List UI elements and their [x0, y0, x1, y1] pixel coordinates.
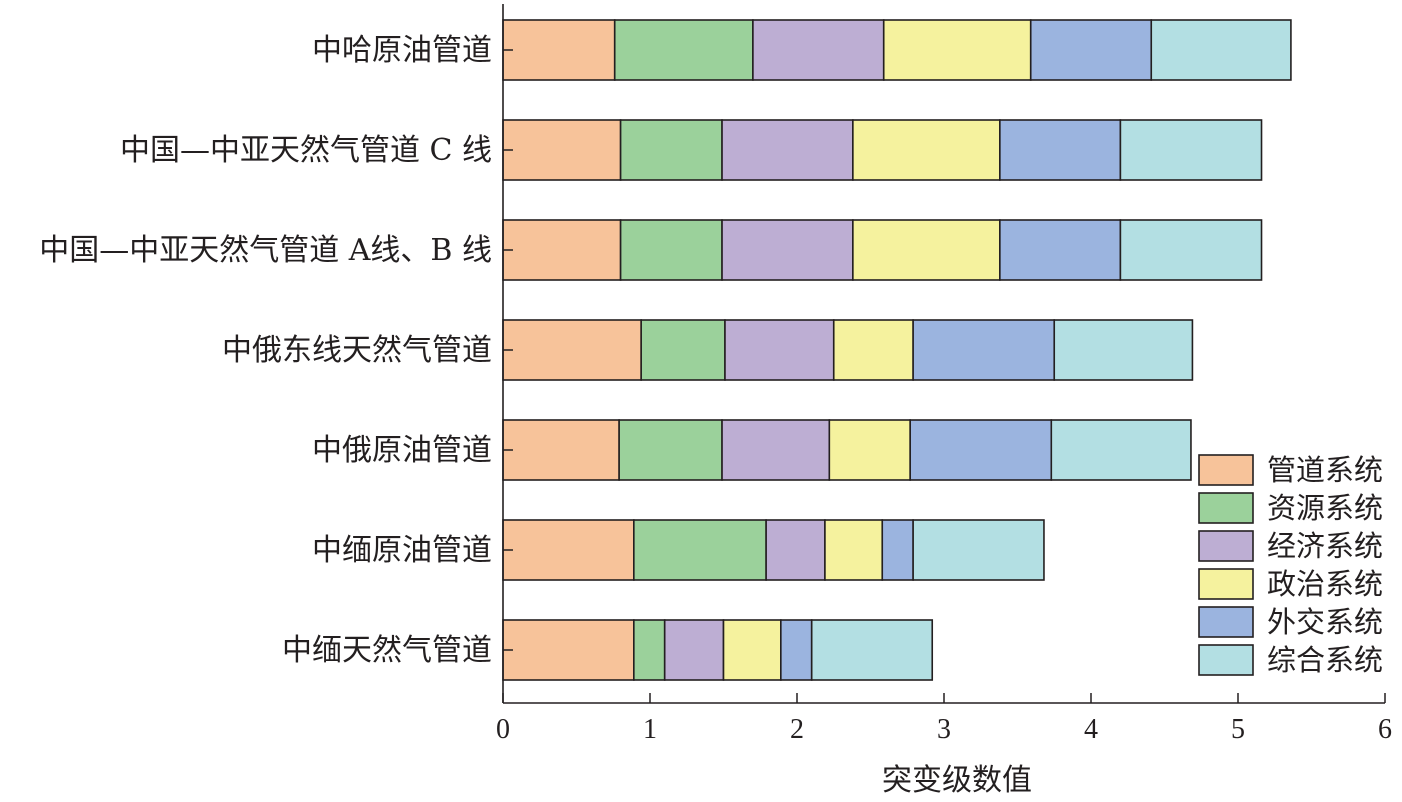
axes — [502, 4, 1386, 704]
bar-segment-1-5 — [1119, 119, 1263, 181]
bar-segment-3-5 — [1053, 319, 1194, 381]
bar-segment-0-4 — [1029, 19, 1153, 81]
bar-segment-5-3 — [824, 519, 884, 581]
legend-label: 政治系统 — [1267, 567, 1383, 601]
bar-segment-6-3 — [722, 619, 782, 681]
bar-segment-6-2 — [663, 619, 725, 681]
bar-segment-0-2 — [752, 19, 885, 81]
bar-area — [502, 19, 1292, 681]
bar-segment-4-3 — [828, 419, 911, 481]
bar-segment-2-1 — [619, 219, 723, 281]
x-tick-label: 4 — [1084, 714, 1098, 745]
bar-segment-3-2 — [724, 319, 835, 381]
category-label: 中俄原油管道 — [312, 433, 492, 468]
category-label: 中国—中亚天然气管道 A线、B 线 — [39, 233, 492, 268]
bar-segment-1-4 — [999, 119, 1122, 181]
x-axis-title: 突变级数值 — [882, 763, 1032, 798]
legend-swatch — [1198, 606, 1254, 638]
bar-segment-4-4 — [909, 419, 1053, 481]
bar-segment-0-5 — [1150, 19, 1292, 81]
category-label: 中哈原油管道 — [312, 33, 492, 68]
bar-segment-5-2 — [765, 519, 826, 581]
x-tick-label: 2 — [790, 714, 804, 745]
bar-segment-6-1 — [633, 619, 666, 681]
bar-segment-1-2 — [721, 119, 854, 181]
bar-segment-0-3 — [882, 19, 1032, 81]
bar-segment-3-3 — [832, 319, 914, 381]
bar-segment-6-5 — [810, 619, 934, 681]
legend-label: 经济系统 — [1267, 529, 1383, 563]
bar-segment-5-1 — [633, 519, 767, 581]
bar-segment-1-3 — [852, 119, 1001, 181]
legend-swatch — [1198, 568, 1254, 600]
bar-segment-3-1 — [640, 319, 726, 381]
bar-segment-2-0 — [502, 219, 622, 281]
bar-segment-2-4 — [999, 219, 1122, 281]
bar-segment-3-0 — [502, 319, 642, 381]
legend-swatch — [1198, 530, 1254, 562]
legend-swatch — [1198, 454, 1254, 486]
bar-segment-4-5 — [1050, 419, 1192, 481]
category-label: 中缅原油管道 — [312, 533, 492, 568]
bar-segment-3-4 — [912, 319, 1056, 381]
bar-segment-5-0 — [502, 519, 635, 581]
bar-segment-5-4 — [881, 519, 914, 581]
legend-label: 综合系统 — [1267, 643, 1383, 677]
bar-segment-1-1 — [619, 119, 723, 181]
bar-segment-2-3 — [852, 219, 1001, 281]
bar-segment-5-5 — [912, 519, 1045, 581]
legend-swatch — [1198, 492, 1254, 524]
category-label: 中国—中亚天然气管道 C 线 — [120, 133, 492, 168]
category-label: 中缅天然气管道 — [282, 633, 492, 668]
x-tick-labels: 0 1 2 3 4 5 6 — [496, 714, 1392, 745]
legend-label: 管道系统 — [1267, 453, 1383, 487]
bar-segment-2-5 — [1119, 219, 1263, 281]
x-tick-label: 1 — [643, 714, 657, 745]
x-tick-label: 6 — [1378, 714, 1392, 745]
bar-segment-0-1 — [613, 19, 754, 81]
bar-segment-0-0 — [502, 19, 616, 81]
bar-segment-6-0 — [502, 619, 635, 681]
x-tick-label: 0 — [496, 714, 510, 745]
bar-segment-4-0 — [502, 419, 620, 481]
legend-swatch — [1198, 644, 1254, 676]
x-tick-label: 3 — [937, 714, 951, 745]
bar-segment-1-0 — [502, 119, 622, 181]
category-label: 中俄东线天然气管道 — [222, 333, 492, 368]
bar-segment-4-1 — [618, 419, 723, 481]
bar-segment-4-2 — [721, 419, 831, 481]
legend-label: 外交系统 — [1267, 605, 1383, 639]
legend-label: 资源系统 — [1267, 491, 1383, 525]
bar-segment-2-2 — [721, 219, 854, 281]
bar-segment-6-4 — [780, 619, 813, 681]
x-tick-label: 5 — [1231, 714, 1245, 745]
